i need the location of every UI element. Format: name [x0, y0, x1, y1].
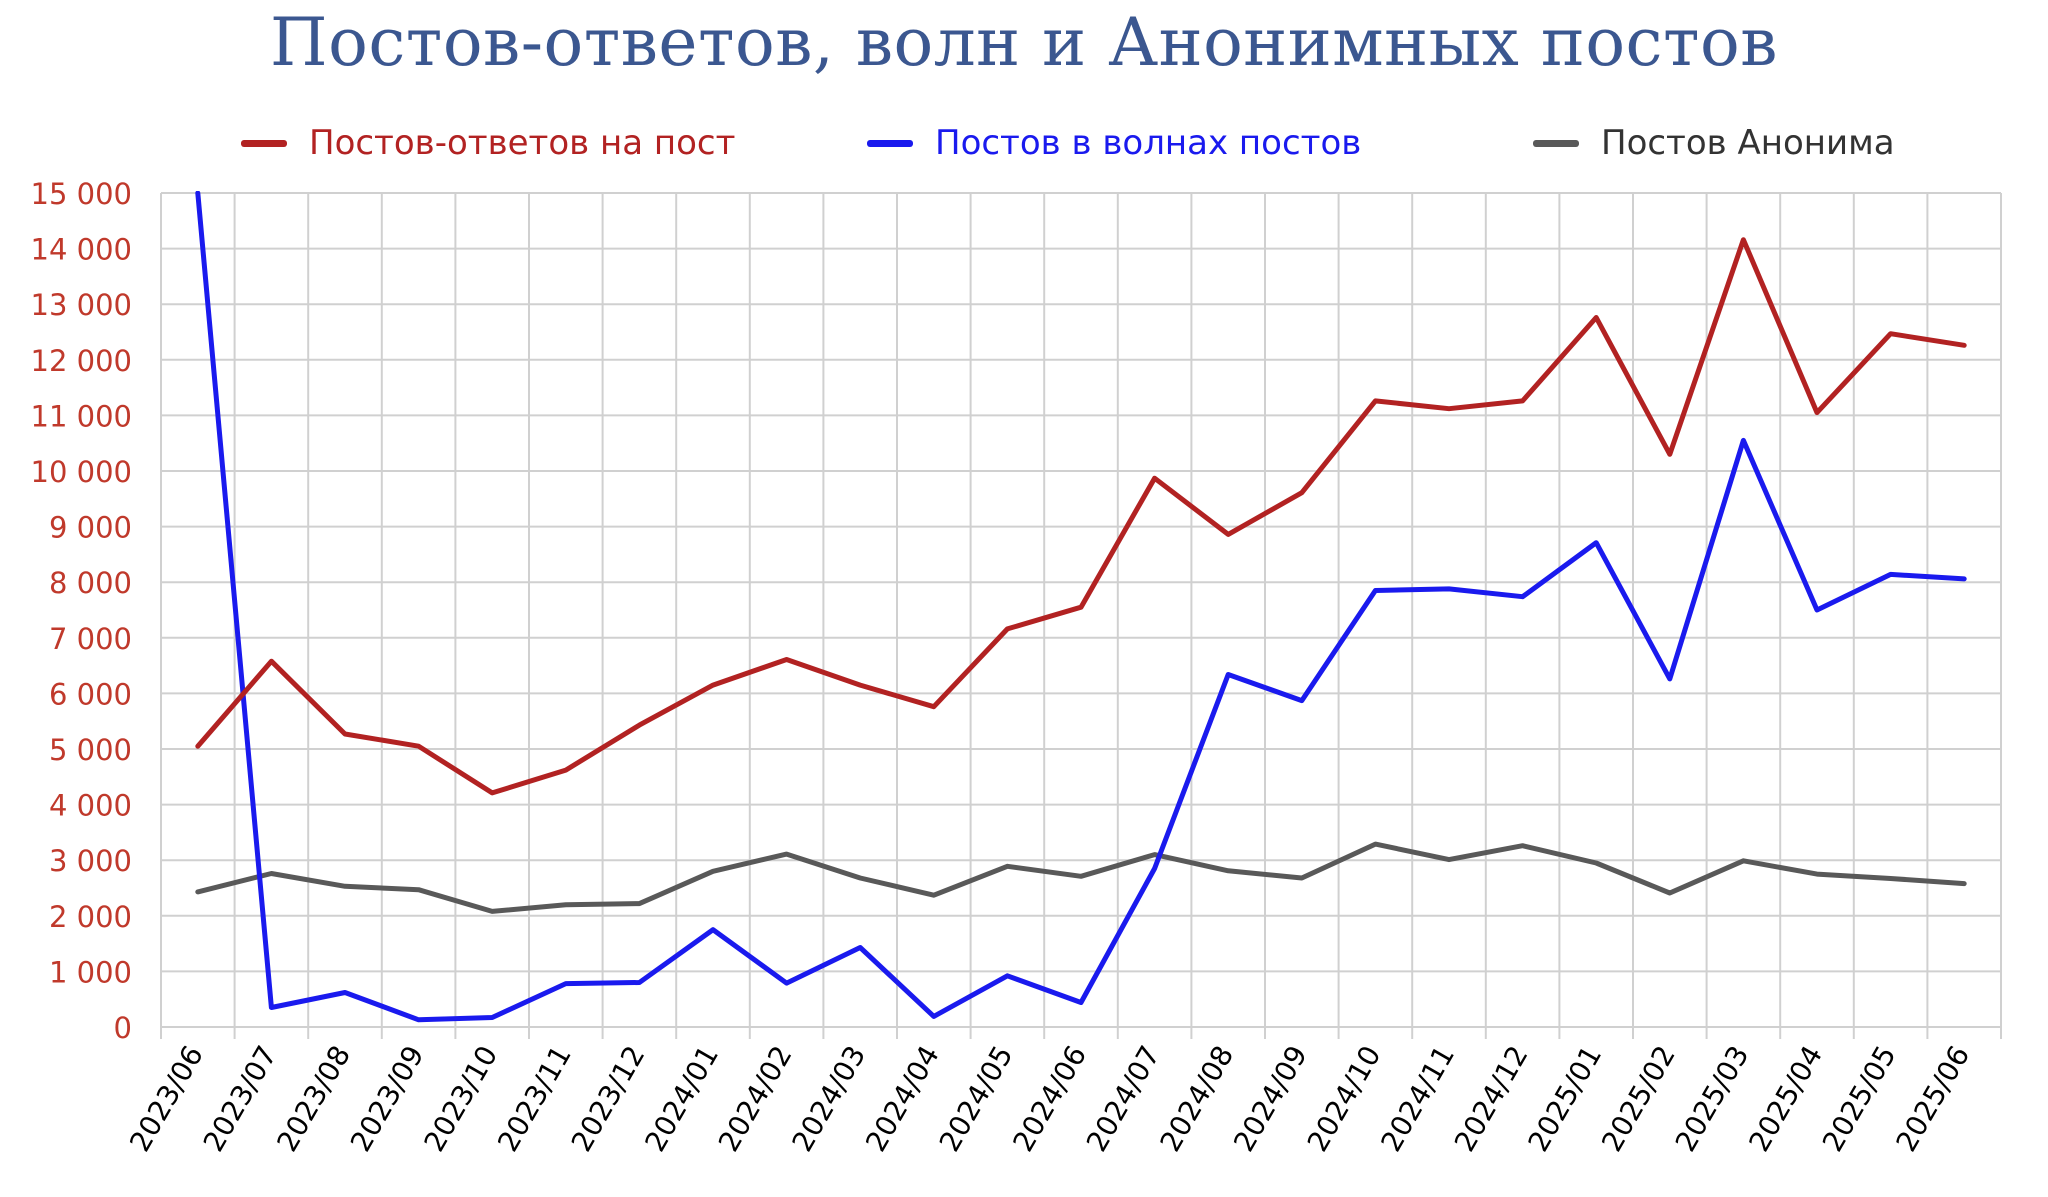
- legend-item: Постов в волнах постов: [867, 118, 1361, 168]
- x-tick-label: 2025/06: [1890, 1040, 1977, 1157]
- y-tick-label: 14 000: [31, 233, 132, 267]
- y-tick-label: 1 000: [49, 955, 132, 989]
- y-tick-label: 6 000: [49, 677, 132, 711]
- legend-swatch: [241, 139, 287, 147]
- y-tick-label: 15 000: [31, 177, 132, 211]
- legend-label: Постов-ответов на пост: [309, 123, 736, 163]
- y-tick-label: 10 000: [31, 455, 132, 489]
- y-tick-label: 11 000: [31, 399, 132, 433]
- series-line-3: [195, 841, 1967, 914]
- y-tick-label: 5 000: [49, 733, 132, 767]
- y-tick-label: 9 000: [49, 511, 132, 545]
- y-tick-label: 0: [114, 1011, 132, 1045]
- y-tick-label: 12 000: [31, 344, 132, 378]
- y-tick-label: 8 000: [49, 566, 132, 600]
- series-line-1: [195, 237, 1967, 796]
- y-tick-label: 4 000: [49, 789, 132, 823]
- y-tick-label: 7 000: [49, 622, 132, 656]
- y-tick-label: 13 000: [31, 288, 132, 322]
- legend-item: Постов-ответов на пост: [241, 118, 735, 168]
- series-line-2: [195, 191, 1967, 1023]
- legend: Постов-ответов на пост Постов в волнах по…: [0, 118, 2048, 168]
- y-tick-label: 3 000: [49, 844, 132, 878]
- legend-swatch: [1533, 139, 1579, 147]
- legend-label: Постов Анонима: [1601, 123, 1895, 163]
- chart-title: Постов-ответов, волн и Анонимных постов: [270, 4, 1778, 81]
- y-tick-label: 2 000: [49, 900, 132, 934]
- legend-swatch: [867, 139, 913, 147]
- legend-label: Постов в волнах постов: [935, 123, 1362, 163]
- legend-item: Постов Анонима: [1533, 118, 1895, 168]
